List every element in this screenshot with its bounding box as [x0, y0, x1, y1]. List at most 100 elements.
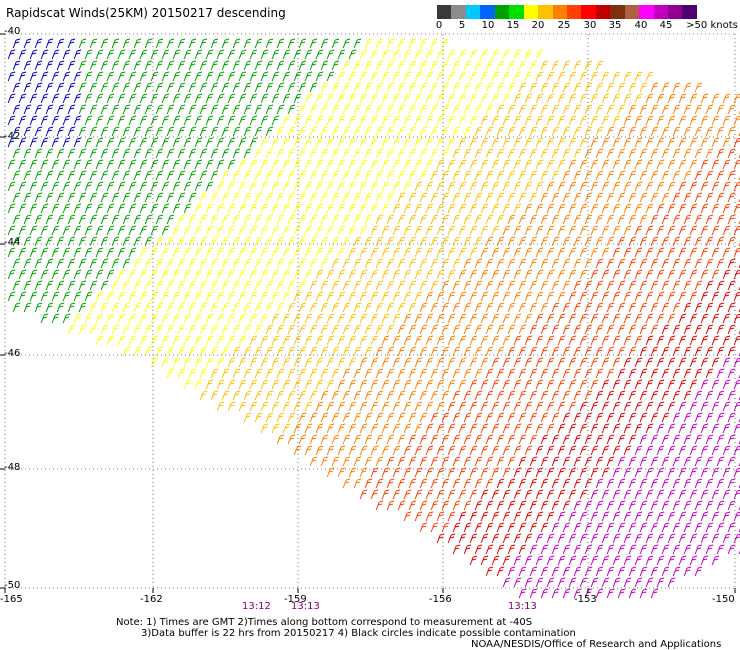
wind-barb — [634, 247, 643, 258]
wind-barb — [117, 269, 126, 280]
wind-barb — [667, 423, 676, 434]
wind-barb — [551, 104, 560, 115]
wind-barb — [557, 115, 566, 126]
wind-barb — [623, 467, 632, 478]
wind-barb — [722, 247, 731, 258]
wind-barb — [430, 60, 439, 71]
note-line-2: 3)Data buffer is 22 hrs from 20150217 4)… — [141, 628, 576, 639]
wind-barb — [700, 203, 709, 214]
wind-barb — [705, 236, 714, 247]
wind-barb — [524, 445, 533, 456]
wind-barb — [447, 137, 456, 148]
wind-barb — [271, 401, 280, 412]
wind-barb — [579, 357, 588, 368]
wind-barb — [414, 203, 423, 214]
wind-barb — [381, 203, 390, 214]
wind-barb — [260, 379, 269, 390]
wind-barb — [474, 412, 483, 423]
wind-barb — [557, 247, 566, 258]
wind-barb — [595, 60, 604, 71]
wind-barb — [326, 137, 335, 148]
wind-barb — [727, 478, 736, 489]
wind-barb — [474, 280, 483, 291]
wind-barb — [716, 192, 725, 203]
wind-barb — [232, 346, 241, 357]
wind-barb — [254, 346, 263, 357]
wind-barb — [183, 225, 192, 236]
wind-barb — [683, 126, 692, 137]
wind-barb — [595, 412, 604, 423]
wind-barb — [540, 324, 549, 335]
wind-barb — [639, 258, 648, 269]
wind-barb — [700, 115, 709, 126]
wind-barb — [700, 379, 709, 390]
wind-barb — [89, 82, 98, 93]
wind-barb — [606, 148, 615, 159]
wind-barb — [40, 203, 49, 214]
wind-barb — [375, 324, 384, 335]
wind-barb — [595, 324, 604, 335]
wind-barb — [40, 71, 49, 82]
wind-barb — [408, 302, 417, 313]
wind-barb — [89, 38, 98, 49]
wind-barb — [628, 302, 637, 313]
wind-barb — [111, 302, 120, 313]
wind-barb — [331, 390, 340, 401]
wind-barb — [337, 71, 346, 82]
wind-barb — [320, 170, 329, 181]
wind-barb — [260, 269, 269, 280]
wind-barb — [161, 247, 170, 258]
wind-barb — [683, 566, 692, 577]
wind-barb — [524, 49, 533, 60]
wind-barb — [254, 60, 263, 71]
wind-barb — [551, 478, 560, 489]
wind-barb — [133, 104, 142, 115]
latitude-label: -50 — [4, 580, 21, 591]
wind-barb — [469, 291, 478, 302]
wind-barb — [183, 313, 192, 324]
wind-barb — [425, 93, 434, 104]
wind-barb — [348, 181, 357, 192]
wind-barb — [628, 82, 637, 93]
wind-barb — [353, 214, 362, 225]
wind-barb — [672, 148, 681, 159]
wind-barb — [194, 71, 203, 82]
wind-barb — [496, 544, 505, 555]
wind-barb — [540, 82, 549, 93]
wind-barb — [276, 236, 285, 247]
wind-barb — [276, 170, 285, 181]
wind-barb — [155, 236, 164, 247]
wind-barb — [518, 104, 527, 115]
wind-barb — [40, 269, 49, 280]
wind-barb — [656, 137, 665, 148]
wind-barb — [650, 324, 659, 335]
wind-barb — [441, 412, 450, 423]
wind-barb — [320, 302, 329, 313]
wind-barb — [166, 126, 175, 137]
wind-barb — [381, 357, 390, 368]
wind-barb — [711, 225, 720, 236]
wind-barb — [628, 126, 637, 137]
wind-barb — [89, 148, 98, 159]
wind-barb — [144, 60, 153, 71]
wind-barb — [205, 115, 214, 126]
wind-barb — [513, 225, 522, 236]
wind-barb — [249, 291, 258, 302]
wind-barb — [590, 291, 599, 302]
wind-barb — [463, 192, 472, 203]
wind-barb — [606, 324, 615, 335]
wind-barb — [672, 170, 681, 181]
wind-barb — [529, 522, 538, 533]
wind-barb — [23, 302, 32, 313]
wind-barb — [524, 203, 533, 214]
wind-barb — [320, 368, 329, 379]
wind-barb — [645, 181, 654, 192]
wind-barb — [623, 203, 632, 214]
wind-barb — [628, 324, 637, 335]
wind-barb — [430, 126, 439, 137]
wind-barb — [309, 412, 318, 423]
wind-barb — [408, 456, 417, 467]
wind-barb — [683, 258, 692, 269]
wind-barb — [617, 412, 626, 423]
wind-barb — [364, 302, 373, 313]
